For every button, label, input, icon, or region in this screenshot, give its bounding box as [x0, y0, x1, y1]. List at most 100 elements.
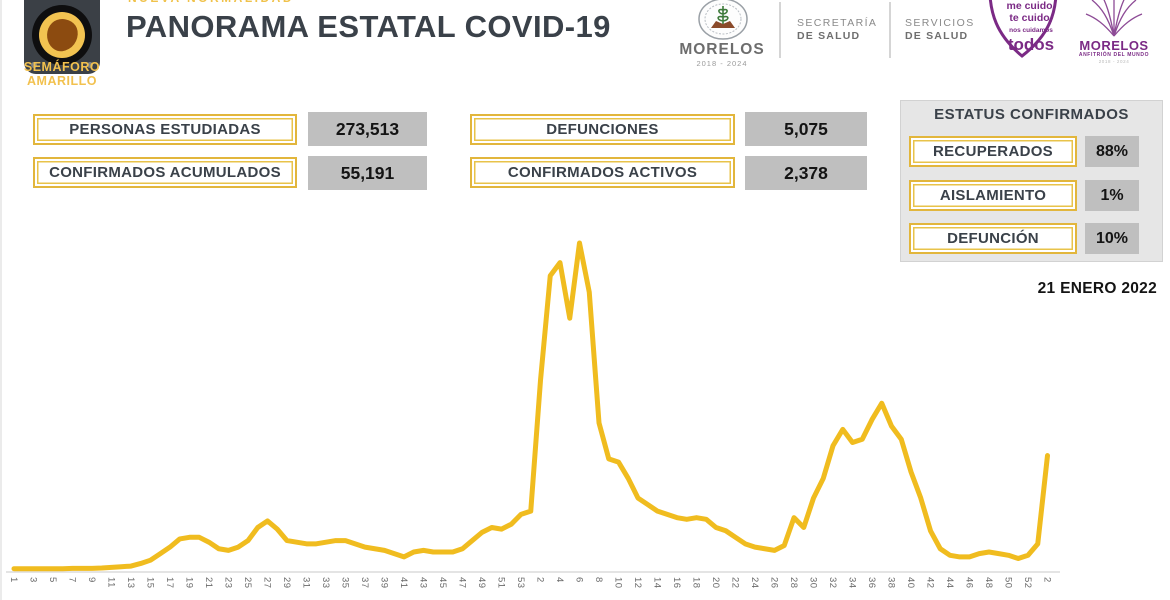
x-axis-label: 42 [924, 577, 936, 589]
x-axis-label: 7 [66, 577, 78, 583]
x-axis-label: 49 [476, 577, 487, 589]
x-axis-label: 47 [456, 577, 468, 589]
x-axis-label: 31 [300, 577, 312, 589]
x-axis-label: 12 [632, 577, 643, 589]
x-axis-label: 15 [144, 577, 156, 589]
agave-logo-icon [1085, 0, 1143, 37]
page-left-edge [0, 0, 2, 600]
x-axis-label: 40 [905, 577, 916, 589]
x-axis-label: 19 [183, 577, 195, 589]
screw-icon [87, 62, 93, 68]
x-axis-label: 1 [8, 577, 19, 583]
x-axis-label: 22 [729, 577, 741, 589]
care-shield-icon [988, 0, 1058, 58]
amber-light [39, 12, 85, 58]
stat-confirmados-activos-value: 2,378 [745, 156, 867, 190]
report-date: 21 ENERO 2022 [1037, 280, 1157, 297]
x-axis-label: 17 [164, 577, 175, 589]
shield-line2: te cuido, [1009, 12, 1053, 24]
agave-logo-period: 2018 - 2024 [1098, 59, 1130, 64]
x-axis-label: 52 [1022, 577, 1033, 589]
x-axis-label: 13 [125, 577, 136, 589]
x-axis-label: 26 [768, 577, 780, 589]
x-axis-label: 23 [222, 577, 234, 589]
servicios-line1: SERVICIOS [905, 17, 975, 29]
morelos-gov-period: 2018 - 2024 [696, 59, 748, 68]
x-axis-label: 41 [398, 577, 409, 589]
traffic-light-lens [32, 5, 92, 65]
semaforo-line2: AMARILLO [27, 74, 97, 88]
x-axis-label: 9 [86, 577, 97, 583]
status-defuncion-value: 10% [1085, 223, 1139, 254]
x-axis-label: 37 [359, 577, 370, 589]
secretaria-line1: SECRETARÍA [797, 17, 878, 29]
x-axis-label: 6 [573, 577, 585, 583]
traffic-light-icon [24, 0, 100, 74]
secretaria-line2: DE SALUD [797, 30, 861, 42]
x-axis-label: 4 [554, 577, 565, 583]
x-axis-label: 46 [963, 577, 975, 589]
morelos-gov-label: MORELOS [679, 41, 765, 58]
x-axis-label: 50 [1002, 577, 1014, 589]
coat-of-arms-icon [698, 0, 748, 40]
shield-line4: todos [1007, 35, 1055, 54]
logo-divider [779, 2, 781, 58]
servicios-line2: DE SALUD [905, 30, 969, 42]
stat-personas-estudiadas-value: 273,513 [308, 112, 427, 146]
logo-divider [889, 2, 891, 58]
stat-personas-estudiadas-label: PERSONAS ESTUDIADAS [33, 114, 297, 145]
stat-defunciones-label: DEFUNCIONES [470, 114, 735, 145]
x-axis-label: 25 [242, 577, 253, 589]
status-panel-title: ESTATUS CONFIRMADOS [934, 106, 1129, 123]
status-recuperados-label: RECUPERADOS [909, 136, 1077, 167]
x-axis-label: 38 [885, 577, 897, 589]
shield-line3: nos cuidamos [1009, 27, 1053, 34]
stat-confirmados-activos-label: CONFIRMADOS ACTIVOS [470, 157, 735, 188]
secretaria-salud-logo: SECRETARÍA DE SALUD [797, 17, 907, 43]
status-aislamiento-value: 1% [1085, 180, 1139, 211]
x-axis-label: 30 [807, 577, 819, 589]
x-axis-label: 33 [320, 577, 331, 589]
x-axis-label: 2 [534, 577, 546, 583]
x-axis-label: 11 [105, 577, 117, 588]
x-axis-label: 39 [378, 577, 390, 589]
x-axis-label: 14 [651, 577, 663, 589]
agave-logo-tagline: ANFITRIÓN DEL MUNDO [1078, 52, 1150, 58]
semaforo-line1: SEMÁFORO [23, 60, 101, 74]
status-defuncion-label: DEFUNCIÓN [909, 223, 1077, 254]
stat-confirmados-acumulados-label: CONFIRMADOS ACUMULADOS [33, 157, 297, 188]
x-axis-label: 29 [281, 577, 292, 589]
shield-line1: me cuido, [1006, 0, 1056, 12]
traffic-light-caption: SEMÁFORO AMARILLO [14, 60, 110, 88]
x-axis-label: 20 [710, 577, 721, 589]
page-title: PANORAMA ESTATAL COVID-19 [126, 9, 611, 44]
eyebrow-text: NUEVA NORMALIDAD [128, 0, 294, 5]
stat-confirmados-acumulados-value: 55,191 [308, 156, 427, 190]
status-aislamiento-label: AISLAMIENTO [909, 180, 1077, 211]
x-axis-label: 44 [944, 577, 955, 589]
x-axis-label: 34 [846, 577, 858, 589]
care-shield-text: me cuido, te cuido, nos cuidamos todos [1001, 0, 1061, 54]
x-axis-label: 24 [749, 577, 760, 589]
x-axis-label: 28 [788, 577, 799, 589]
x-axis-label: 43 [417, 577, 429, 589]
x-axis-label: 36 [866, 577, 877, 589]
stat-defunciones-value: 5,075 [745, 112, 867, 146]
x-axis-label: 21 [203, 577, 214, 589]
x-axis-label: 10 [612, 577, 624, 589]
x-axis-label: 18 [690, 577, 702, 589]
x-axis-label: 2 [1041, 577, 1053, 583]
screw-icon [31, 62, 37, 68]
x-axis-label: 16 [671, 577, 682, 589]
servicios-salud-logo: SERVICIOS DE SALUD [905, 17, 1015, 43]
x-axis-label: 32 [827, 577, 838, 589]
cases-line [11, 240, 1050, 572]
x-axis-label: 35 [339, 577, 351, 589]
x-axis-label: 27 [261, 577, 273, 589]
x-axis-label: 3 [27, 577, 39, 583]
x-axis-label: 5 [47, 577, 58, 583]
status-recuperados-value: 88% [1085, 136, 1139, 167]
